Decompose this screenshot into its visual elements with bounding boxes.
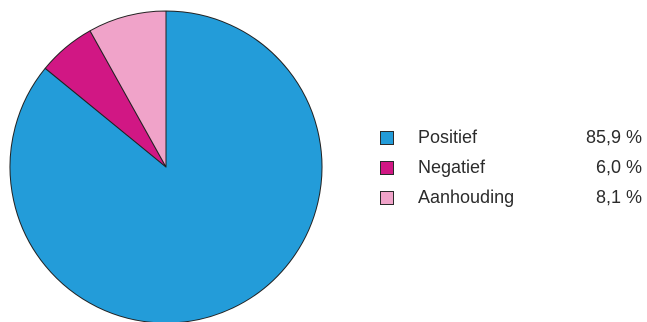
legend-value: 6,0 %	[595, 157, 642, 177]
legend-swatch	[380, 131, 394, 145]
legend-value: 8,1 %	[595, 187, 642, 207]
legend-item-negatief: Negatief 6,0 %	[380, 156, 642, 186]
legend-swatch	[380, 161, 394, 175]
legend-item-positief: Positief 85,9 %	[380, 126, 642, 156]
legend: Positief 85,9 % Negatief 6,0 % Aanhoudin…	[380, 126, 642, 216]
pie-slice-positief	[9, 10, 323, 322]
legend-item-aanhouding: Aanhouding 8,1 %	[380, 186, 642, 216]
legend-swatch	[380, 191, 394, 205]
legend-label: Positief	[418, 127, 478, 147]
pie-slice-aanhouding	[89, 10, 167, 168]
legend-label: Negatief	[418, 157, 486, 177]
legend-value: 85,9 %	[585, 127, 642, 147]
legend-label: Aanhouding	[418, 187, 515, 207]
